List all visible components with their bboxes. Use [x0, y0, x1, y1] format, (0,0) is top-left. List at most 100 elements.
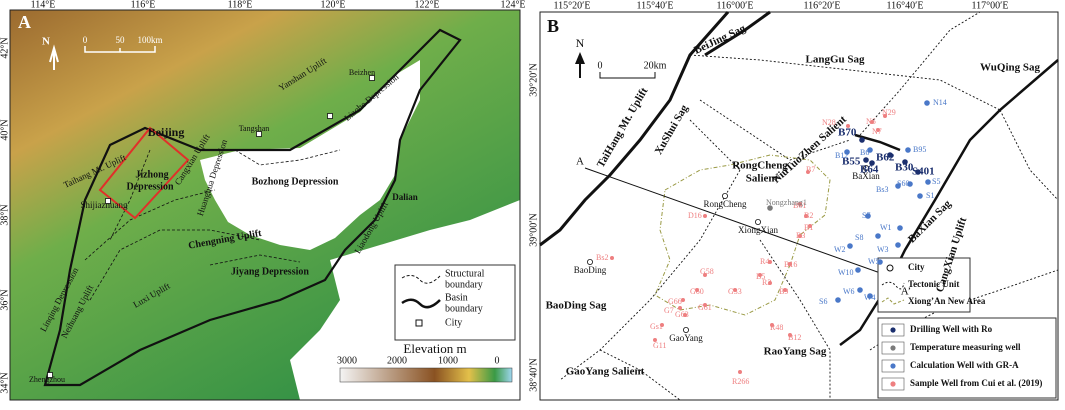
panel-label: B: [547, 16, 559, 36]
fault: [704, 10, 771, 57]
well-label: B5: [756, 272, 765, 281]
scale-bar: [84, 46, 156, 53]
well-label: B7: [806, 165, 815, 174]
lon-label: 115°40′E: [637, 0, 674, 11]
well-label: B6: [860, 148, 869, 157]
fault: [839, 59, 1059, 346]
scale-label: 0: [598, 60, 603, 71]
lat-label: 39°00′N: [528, 213, 539, 246]
well-label: S1: [926, 191, 934, 200]
well-label: G60: [690, 287, 704, 296]
well-label: S7: [862, 211, 870, 220]
well-label: Gs1: [650, 322, 663, 331]
well-label: B16: [784, 260, 797, 269]
region-label: WuQing Sag: [980, 62, 1041, 74]
well-point: [798, 202, 802, 206]
well-point: [857, 287, 863, 293]
well-point: [681, 298, 685, 302]
well-point: [859, 137, 865, 143]
well-point: [877, 259, 883, 265]
city-marker: [105, 198, 111, 204]
legend-b-wells: [877, 317, 1057, 399]
legend-text: Sample Well from Cui et al. (2019): [910, 378, 1042, 388]
well-label: B55: [842, 156, 861, 168]
well-label: B70: [838, 127, 857, 139]
elevation-bar: [339, 367, 513, 383]
well-point: [758, 273, 762, 277]
well-label: B9: [779, 287, 788, 296]
elevation-tick: 0: [495, 355, 500, 366]
well-point: [738, 370, 742, 374]
well-point: [844, 149, 850, 155]
elevation-title: Elevation m: [403, 341, 466, 356]
well-point: [804, 214, 808, 218]
legend-symbol: [881, 281, 905, 290]
legend-text: Basin: [445, 292, 468, 303]
well-point: [869, 160, 875, 166]
well-point: [863, 157, 869, 163]
lat-label: 38°N: [0, 204, 10, 225]
well-point: [835, 297, 841, 303]
well-point: [733, 288, 737, 292]
well-label: G58: [700, 267, 714, 276]
legend-a: [394, 264, 516, 341]
legend-dot: [890, 363, 896, 369]
city-label: BaXian: [852, 171, 880, 181]
well-label: Nongzhang1: [766, 198, 807, 207]
legend-dot: [890, 327, 896, 333]
fault: [854, 133, 901, 152]
city-marker: [863, 164, 870, 171]
well-label: B62: [876, 152, 895, 164]
legend-text: Structural: [445, 268, 485, 279]
lat-label: 40°N: [0, 119, 10, 140]
legend-text: City: [445, 317, 462, 328]
well-point: [895, 183, 901, 189]
well-point: [783, 288, 787, 292]
city-marker: [587, 258, 594, 265]
legend-dot: [890, 381, 896, 387]
well-label: G66: [668, 297, 682, 306]
lat-label: 36°N: [0, 289, 10, 310]
well-label: R266: [732, 377, 749, 386]
well-label: N29: [882, 108, 896, 117]
scale-label: 100km: [137, 35, 162, 45]
bohai-sea: [200, 60, 420, 250]
lon-label: 124°E: [500, 0, 525, 10]
north-label: N: [42, 36, 50, 48]
city-marker: [327, 113, 333, 119]
well-point: [915, 169, 921, 175]
well-label: S6: [819, 297, 827, 306]
well-label: S5: [932, 177, 940, 186]
legend-text: Tectonic Unit: [908, 279, 959, 289]
well-label: B1: [804, 223, 813, 232]
well-point: [907, 181, 913, 187]
legend-dot: [890, 345, 896, 351]
well-point: [924, 100, 930, 106]
well-label: Bs2: [596, 253, 608, 262]
well-label: R3: [762, 278, 771, 287]
basin-boundary: [43, 28, 462, 387]
well-label: W1: [880, 223, 892, 232]
north-arrow: [575, 52, 585, 64]
scale-label: 50: [116, 35, 126, 45]
lat-label: 38°40′N: [528, 358, 539, 391]
well-point: [767, 205, 773, 211]
well-label: W6: [843, 287, 855, 296]
well-point: [660, 323, 664, 327]
fault: [539, 11, 730, 247]
lon-label: 116°E: [131, 0, 156, 10]
legend-text: Temperature measuring well: [910, 342, 1021, 352]
city-marker: [47, 372, 53, 378]
place-label: Tangshan: [239, 124, 270, 133]
well-point: [768, 260, 772, 264]
legend-symbol: [415, 319, 423, 327]
well-point: [905, 147, 911, 153]
lon-label: 118°E: [228, 0, 253, 10]
well-label: B12: [788, 333, 801, 342]
city-marker: [256, 131, 262, 137]
legend-text: Calculation Well with GR-A: [910, 360, 1019, 370]
well-point: [867, 147, 873, 153]
well-point: [703, 214, 707, 218]
lon-label: 120°E: [320, 0, 345, 10]
city-label: RongCheng: [703, 199, 747, 209]
